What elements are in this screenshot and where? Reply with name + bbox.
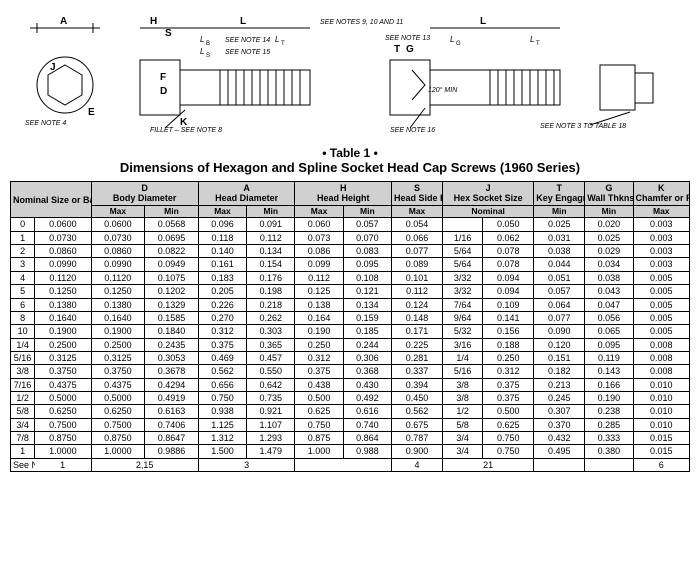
table-row: 1/40.25000.25000.24350.3750.3650.2500.24… [11,338,690,351]
svg-text:T: T [281,41,285,47]
svg-text:L: L [450,35,454,44]
hdr-T: TKey Engagmt [534,182,585,206]
dim-T: T [394,44,400,55]
note-3: SEE NOTE 3 TO TABLE 18 [540,123,626,130]
table-title: Dimensions of Hexagon and Spline Socket … [10,160,690,175]
table-row: 30.09900.09900.09490.1610.1540.0990.0950… [11,258,690,271]
note-9: SEE NOTES 9, 10 AND 11 [320,19,403,26]
hdr-K: KChamfer or Radius [633,182,689,206]
dim-K: K [180,117,188,128]
svg-text:L: L [530,35,534,44]
svg-text:T: T [536,41,540,47]
dim-D: D [160,86,167,97]
table-row: 10.07300.07300.06950.1180.1120.0730.0700… [11,231,690,244]
table-body: 00.06000.06000.05680.0960.0910.0600.0570… [11,218,690,458]
table-row: 11.00001.00000.98861.5001.4791.0000.9880… [11,445,690,458]
svg-text:L: L [480,16,486,27]
dim-E: E [88,107,95,118]
table-row: 7/80.87500.87500.86471.3121.2930.8750.86… [11,431,690,444]
table-row: 60.13800.13800.13290.2260.2180.1380.1340… [11,298,690,311]
dim-H: H [150,16,157,27]
table-row: 5/160.31250.31250.30530.4690.4570.3120.3… [11,351,690,364]
dimensions-table: Nominal Size or Basic Screw Diameter DBo… [10,181,690,472]
table-row: 100.19000.19000.18400.3120.3030.1900.185… [11,325,690,338]
see-notes-row: See Notes 1 2,15 3 4 21 6 [11,458,690,471]
hdr-H: HHead Height [295,182,392,206]
table-row: 00.06000.06000.05680.0960.0910.0600.0570… [11,218,690,231]
dim-F: F [160,72,166,83]
table-row: 1/20.50000.50000.49190.7500.7350.5000.49… [11,391,690,404]
svg-text:L: L [200,35,204,44]
screw-diagram: A J SEE NOTE 4 E H S L LB LS LT SEE NOTE… [20,10,680,140]
hdr-A: AHead Diameter [198,182,295,206]
dim-A: A [60,16,67,27]
angle-120: 120° MIN [428,86,458,94]
svg-text:S: S [206,53,210,59]
table-row: 80.16400.16400.15850.2700.2620.1640.1590… [11,311,690,324]
table-title-block: • Table 1 • Dimensions of Hexagon and Sp… [10,146,690,175]
dim-G: G [406,44,414,55]
dim-J: J [50,62,56,73]
dim-L: L [240,16,246,27]
svg-text:L: L [200,47,204,56]
table-row: 20.08600.08600.08220.1400.1340.0860.0830… [11,245,690,258]
note-fillet: FILLET – SEE NOTE 8 [150,127,222,134]
note-4: SEE NOTE 4 [25,120,66,127]
dim-S: S [165,28,172,39]
hdr-J: JHex Socket Size [443,182,534,206]
table-row: 3/80.37500.37500.36780.5620.5500.3750.36… [11,365,690,378]
hdr-D: DBody Diameter [91,182,198,206]
note-14: SEE NOTE 14 [225,37,270,44]
table-row: 5/80.62500.62500.61630.9380.9210.6250.61… [11,405,690,418]
table-row: 50.12500.12500.12020.2050.1980.1250.1210… [11,285,690,298]
svg-text:G: G [456,41,461,47]
hdr-nominal: Nominal Size or Basic Screw Diameter [11,182,92,218]
table-header: Nominal Size or Basic Screw Diameter DBo… [11,182,690,218]
svg-text:L: L [275,35,279,44]
note-15: SEE NOTE 15 [225,49,270,56]
hdr-G: GWall Thkns [585,182,633,206]
table-row: 7/160.43750.43750.42940.6560.6420.4380.4… [11,378,690,391]
note-16: SEE NOTE 16 [390,127,435,134]
hdr-S: SHead Side Height [392,182,443,206]
table-row: 40.11200.11200.10750.1830.1760.1120.1080… [11,271,690,284]
note-13: SEE NOTE 13 [385,35,430,42]
table-number: • Table 1 • [10,146,690,160]
svg-text:B: B [206,41,210,47]
table-row: 3/40.75000.75000.74061.1251.1070.7500.74… [11,418,690,431]
